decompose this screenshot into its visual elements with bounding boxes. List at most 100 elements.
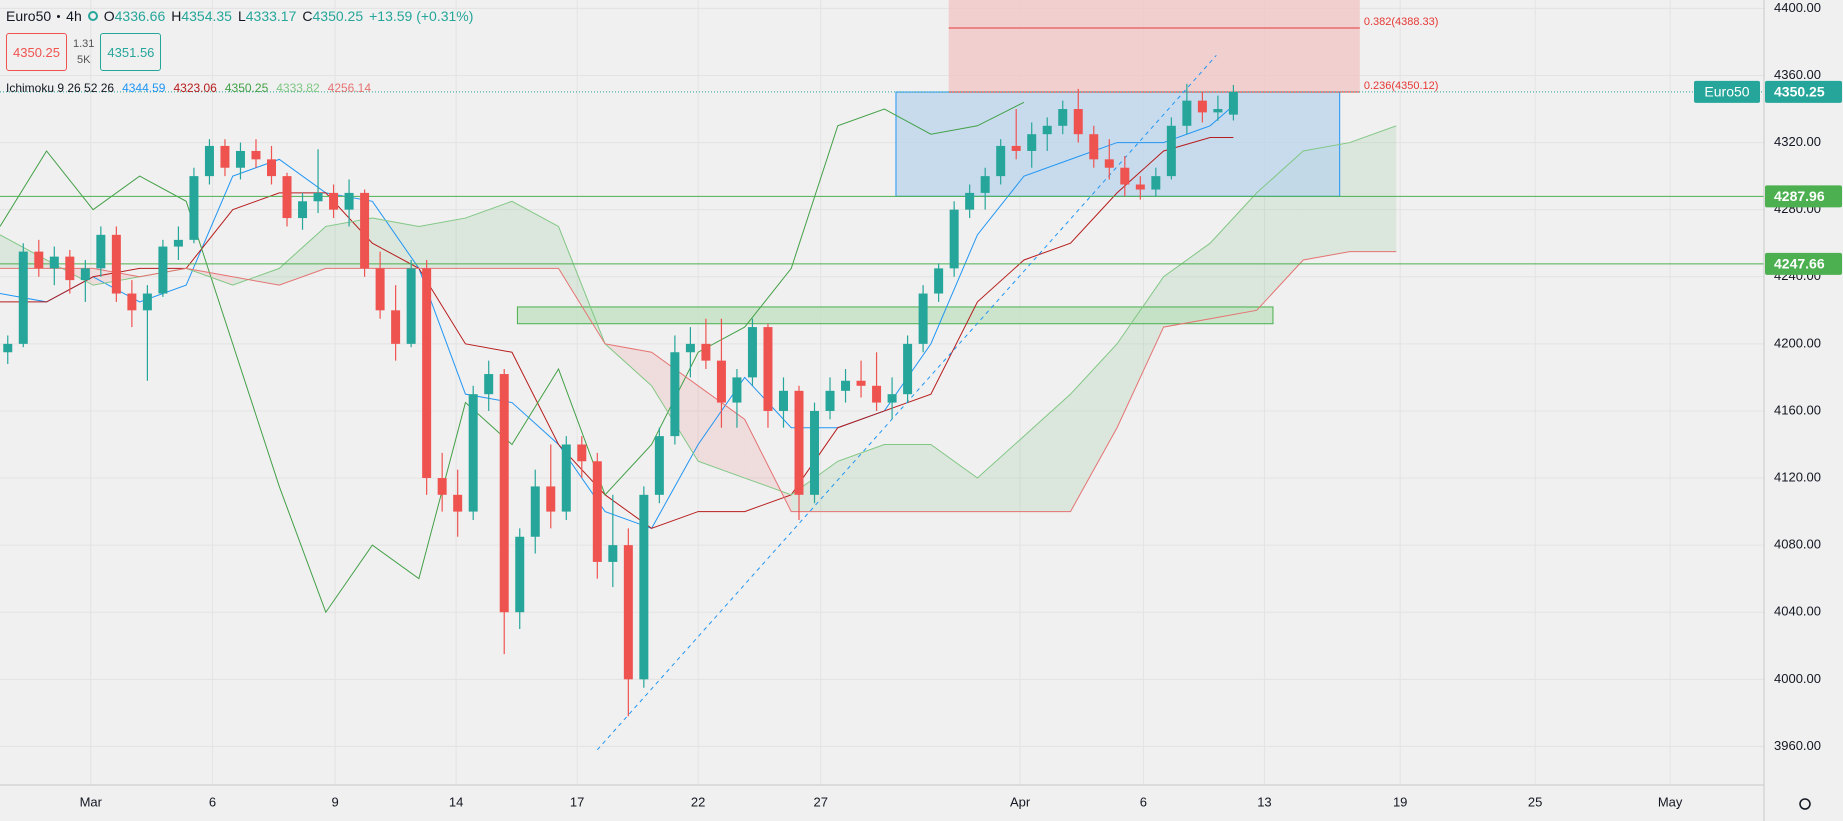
x-tick-label: Apr [1010,794,1031,809]
last-price-label: 4350.25 [1774,84,1825,100]
candle-body [1042,125,1052,135]
symbol-badge: Euro50 [1704,84,1749,100]
indicator-name[interactable]: Ichimoku 9 26 52 26 [6,81,115,95]
indicator-value: 4333.82 [276,81,320,95]
candle-body [980,176,990,193]
cloud-fill [1117,276,1164,428]
candle-body [189,176,199,240]
candle-body [887,394,897,403]
cloud-fill [1070,343,1118,512]
y-tick-label: 3960.00 [1774,738,1821,753]
candle-body [1151,176,1161,190]
cloud-fill [465,201,512,269]
settings-icon[interactable] [1799,798,1811,810]
candle-body [872,385,882,403]
ohlc-prefix: H [171,8,182,24]
candle-body [18,251,28,344]
candle-body [1104,159,1114,168]
candle-body [1073,109,1083,135]
candle-body [220,145,230,168]
price-line-label: 4287.96 [1774,188,1825,204]
candle-body [794,390,804,495]
candle-body [484,374,494,395]
price-line-label-bg [1765,252,1842,275]
x-tick-label: 14 [449,794,463,809]
cloud-fill [698,385,745,479]
candle-body [716,360,726,403]
interval[interactable]: 4h [66,8,82,24]
cloud-fill [930,444,978,512]
candle-body [778,390,788,411]
candle-body [313,192,323,202]
candle-body [903,343,913,395]
candle-body [530,486,540,537]
header: Euro50 4h O 4336.66 H 4354.35 L 4333.17 C 4350.… [6,8,473,24]
y-tick-label: 4000.00 [1774,671,1821,686]
ohlc: O 4336.66 H 4354.35 L 4333.17 C 4350.25 [104,8,363,24]
candle-body [639,494,649,680]
ohlc-value: 4336.66 [114,8,166,24]
cloud-fill [837,444,885,512]
price-line-label: 4247.66 [1774,256,1825,272]
candle-body [406,268,416,344]
x-tick-label: 25 [1528,794,1542,809]
candle-body [204,145,214,177]
candle-body [1213,109,1223,113]
indicator-value: 4256.14 [327,81,372,95]
y-tick-label: 4160.00 [1774,402,1821,417]
candle-body [437,478,447,495]
candle-body [282,176,292,219]
candle-body [1027,134,1037,151]
market-status[interactable] [87,11,98,21]
candle-body [1120,167,1130,185]
price-axis [1764,0,1843,821]
candle-body [546,486,556,512]
candle-body [142,293,152,311]
candle-body [825,390,835,411]
cloud-fill [372,218,419,269]
x-tick-label: 13 [1257,794,1271,809]
candle-body [49,256,59,269]
y-tick-label: 4120.00 [1774,469,1821,484]
ohlc-item: H 4354.35 [171,8,232,24]
x-tick-label: May [1658,794,1683,809]
symbol[interactable]: Euro50 [6,8,52,24]
cloud-fill [884,444,931,512]
candle-body [499,374,509,613]
sell-button[interactable]: 4350.25 [6,33,67,71]
volume[interactable]: 5K [76,54,91,66]
x-tick-label: Mar [80,794,103,809]
candle-body [561,444,571,512]
buy-button[interactable]: 4351.56 [100,33,162,71]
candle-body [918,293,928,344]
candle-body [701,343,711,361]
candle-body [763,327,773,411]
x-tick-label: 6 [1140,794,1147,809]
candle-body [1135,184,1145,190]
candle-body [65,256,75,281]
candle-body [732,377,742,403]
last-price-label-bg [1765,80,1842,103]
ohlc-prefix: C [302,8,313,24]
x-tick-label: 22 [691,794,705,809]
candle-body [577,444,587,462]
candle-body [96,234,106,269]
ichimoku-line [0,125,1397,496]
candle-body [810,410,820,495]
y-tick-label: 4080.00 [1774,537,1821,552]
candle-body [965,192,975,210]
ohlc-value: 4350.25 [312,8,364,24]
candle-body [670,352,680,437]
candle-body [1197,100,1207,113]
symbol-badge-bg [1694,80,1760,103]
fib-label: 0.382(4388.33) [1364,16,1439,28]
x-tick-label: 6 [209,794,216,809]
fib-label: 0.236(4350.12) [1364,80,1439,92]
candle-body [949,209,959,269]
y-tick-label: 4320.00 [1774,134,1821,149]
time-axis [0,785,1843,821]
zone [948,0,1360,93]
candle-body [592,461,602,562]
x-tick-label: 19 [1393,794,1407,809]
